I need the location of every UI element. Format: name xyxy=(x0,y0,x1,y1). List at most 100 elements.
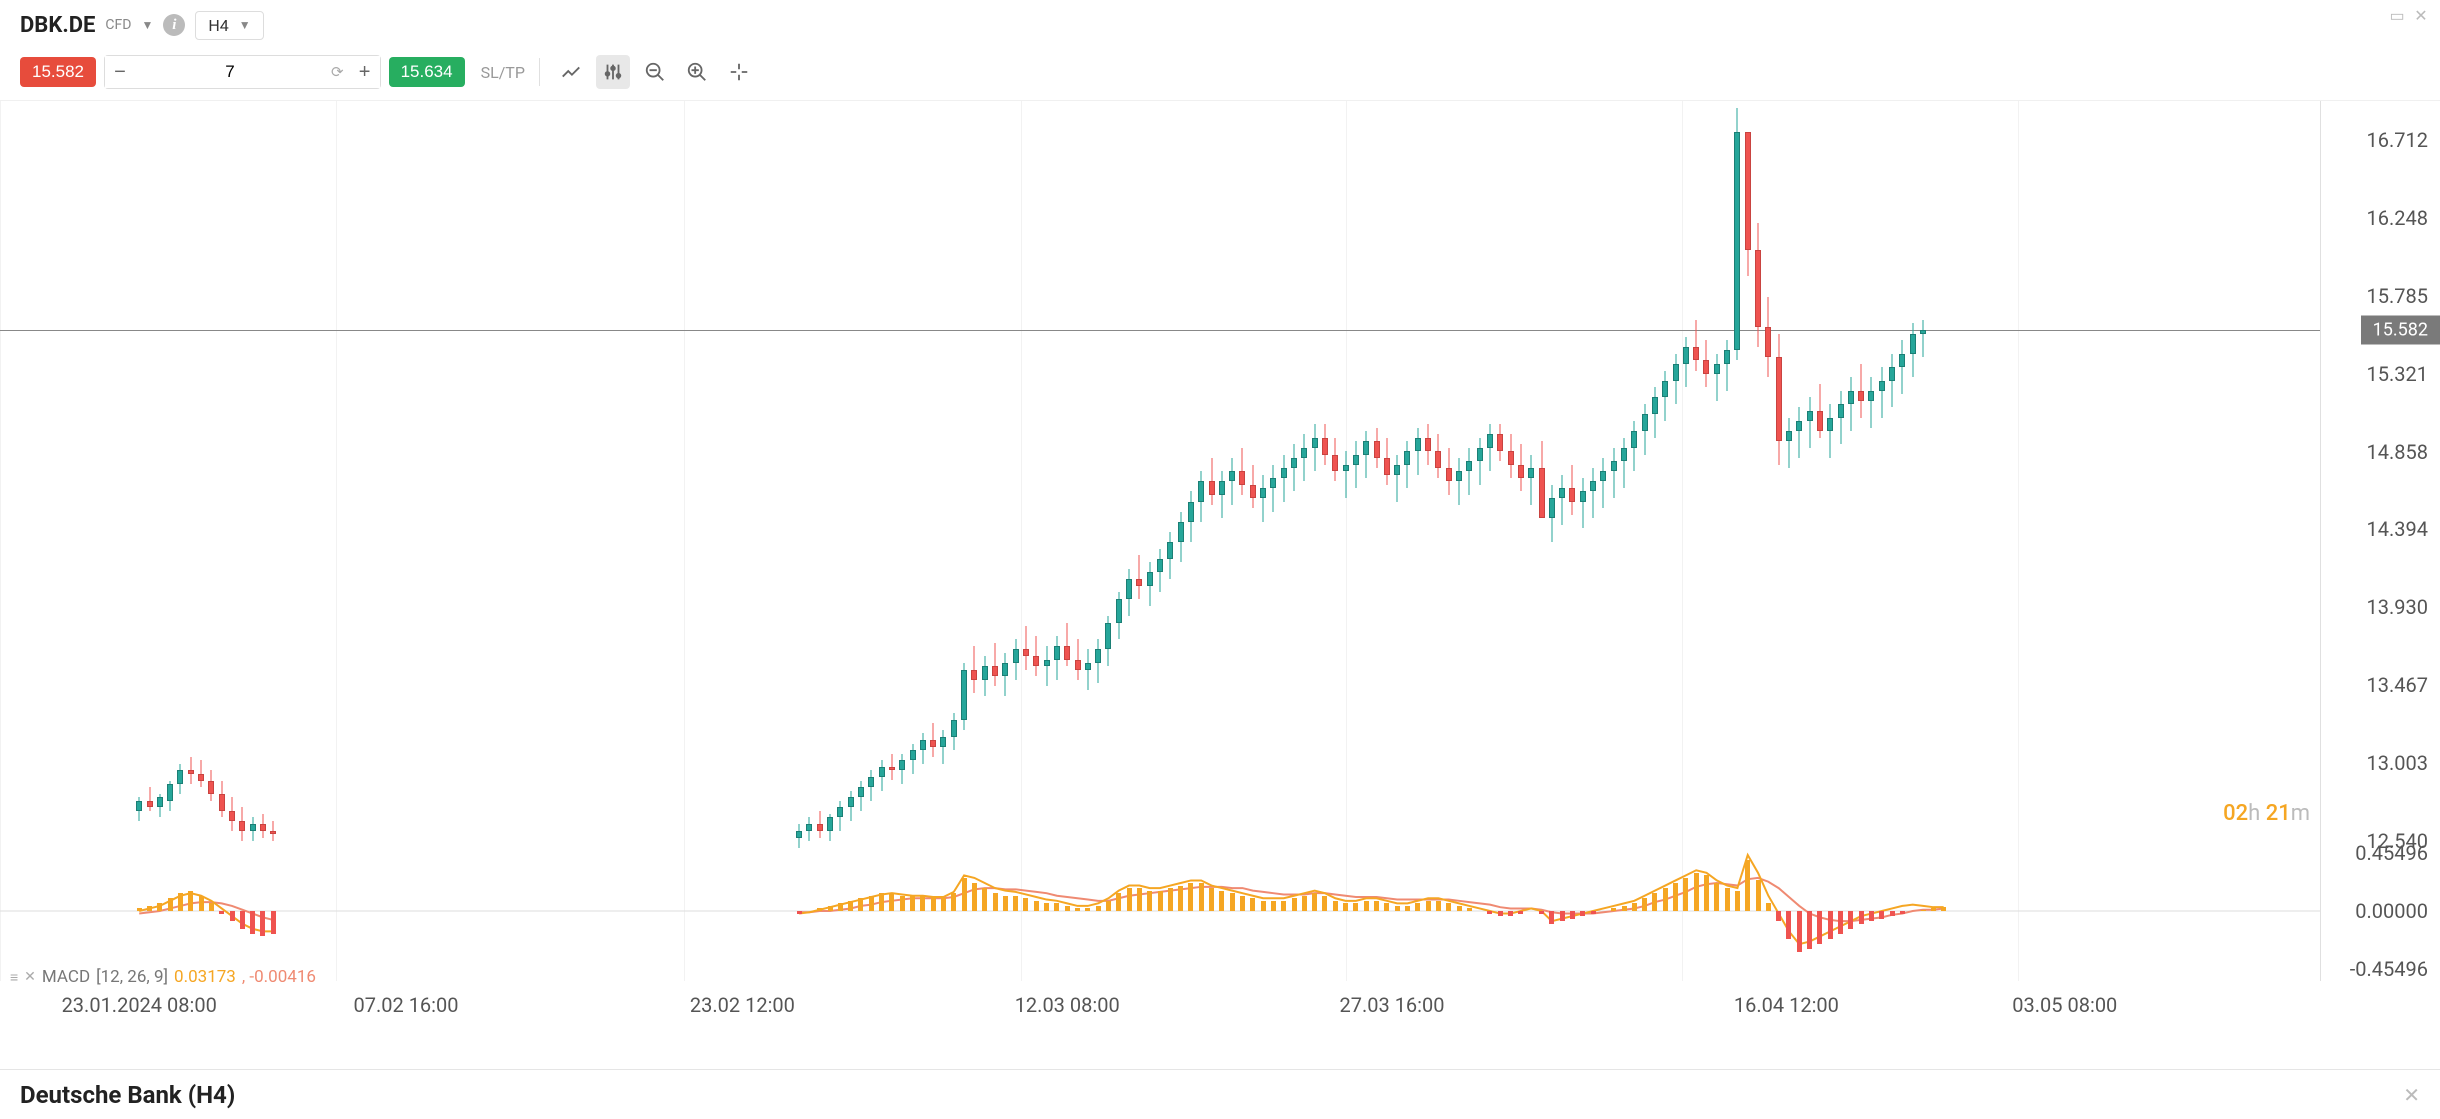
macd-hist-bar xyxy=(1663,888,1668,911)
candle xyxy=(198,760,204,787)
time-axis-label: 23.01.2024 08:00 xyxy=(62,993,217,1017)
candle xyxy=(1776,334,1782,465)
candle xyxy=(1549,485,1555,542)
ask-button[interactable]: 15.634 xyxy=(389,57,465,87)
macd-hist-bar xyxy=(1756,880,1761,911)
candle xyxy=(177,764,183,794)
macd-hist-bar xyxy=(1890,911,1895,916)
symbol-name[interactable]: DBK.DE xyxy=(20,13,95,38)
candle xyxy=(1301,434,1307,481)
macd-hist-bar xyxy=(1292,898,1297,911)
macd-hist-bar xyxy=(1591,911,1596,914)
macd-hist-bar xyxy=(1240,896,1245,911)
quantity-box: − ⟳ + xyxy=(104,55,381,89)
macd-axis-label: 0.00000 xyxy=(2355,899,2428,923)
candle xyxy=(1188,491,1194,541)
candle xyxy=(1425,424,1431,464)
crosshair-icon[interactable] xyxy=(722,55,756,89)
chart-container[interactable]: ≡ ✕ MACD [12, 26, 9] 0.03173 , -0.00416 … xyxy=(0,100,2440,1030)
info-icon[interactable]: i xyxy=(163,14,185,36)
candle xyxy=(910,744,916,774)
macd-hist-bar xyxy=(188,891,193,911)
macd-hist-bar xyxy=(147,906,152,911)
qty-decrement[interactable]: − xyxy=(105,56,135,88)
macd-hist-bar xyxy=(1302,896,1307,911)
candle xyxy=(1920,320,1926,357)
candle xyxy=(930,723,936,757)
macd-hist-bar xyxy=(1869,911,1874,921)
macd-hist-bar xyxy=(1776,911,1781,921)
macd-hist-bar xyxy=(1457,906,1462,911)
macd-hist-bar xyxy=(1817,911,1822,944)
price-axis-label: 13.003 xyxy=(2367,751,2428,775)
bid-button[interactable]: 15.582 xyxy=(20,57,96,87)
minimize-icon[interactable]: ▭ xyxy=(2388,6,2406,24)
macd-hist-bar xyxy=(1704,875,1709,911)
macd-hist-bar xyxy=(848,901,853,911)
macd-hist-bar xyxy=(1807,911,1812,949)
zoom-out-icon[interactable] xyxy=(638,55,672,89)
macd-hist-bar xyxy=(1745,860,1750,911)
macd-hist-bar xyxy=(1281,901,1286,911)
candle xyxy=(868,770,874,800)
candle xyxy=(1219,471,1225,518)
candle xyxy=(971,646,977,693)
candle xyxy=(889,754,895,781)
macd-hist-bar xyxy=(1333,901,1338,911)
macd-hist-bar xyxy=(920,896,925,911)
macd-hist-bar xyxy=(1343,903,1348,911)
candle xyxy=(260,814,266,838)
time-axis-label: 16.04 12:00 xyxy=(1734,993,1839,1017)
macd-hist-bar xyxy=(931,898,936,911)
quantity-input[interactable] xyxy=(135,62,325,82)
line-tool-icon[interactable] xyxy=(554,55,588,89)
candle xyxy=(1147,562,1153,606)
candle xyxy=(879,760,885,790)
candle xyxy=(992,643,998,687)
macd-hist-bar xyxy=(1642,898,1647,911)
price-pane[interactable] xyxy=(0,101,2320,841)
timeframe-select[interactable]: H4 ▼ xyxy=(195,11,263,40)
candle xyxy=(1250,465,1256,509)
macd-hist-bar xyxy=(900,896,905,911)
footer-close-icon[interactable]: ✕ xyxy=(2403,1083,2420,1107)
macd-hist-bar xyxy=(1508,911,1513,916)
symbol-dropdown-caret[interactable]: ▼ xyxy=(141,18,153,32)
close-icon[interactable]: ✕ xyxy=(2412,6,2430,24)
macd-hist-bar xyxy=(260,911,265,936)
macd-hist-bar xyxy=(1694,873,1699,911)
candle xyxy=(1508,434,1514,478)
candle xyxy=(1157,549,1163,593)
price-axis-label: 14.858 xyxy=(2367,440,2428,464)
sltp-label[interactable]: SL/TP xyxy=(481,63,525,82)
macd-hist-bar xyxy=(1261,901,1266,911)
candle xyxy=(229,797,235,831)
price-axis-label: 13.467 xyxy=(2367,673,2428,697)
candle xyxy=(1343,451,1349,498)
candle xyxy=(1013,639,1019,679)
macd-lines-svg xyxy=(0,841,2320,981)
macd-hist-bar xyxy=(1312,893,1317,911)
candle xyxy=(1673,354,1679,404)
candle xyxy=(1229,458,1235,505)
macd-hist-bar xyxy=(199,896,204,911)
qty-increment[interactable]: + xyxy=(350,56,380,88)
macd-hist-bar xyxy=(941,898,946,911)
macd-hist-bar xyxy=(1116,893,1121,911)
price-y-axis[interactable]: 16.71216.24815.78515.32114.85814.39413.9… xyxy=(2320,101,2440,981)
macd-hist-bar xyxy=(879,893,884,911)
macd-hist-bar xyxy=(1137,888,1142,911)
macd-pane[interactable] xyxy=(0,841,2320,981)
zoom-in-icon[interactable] xyxy=(680,55,714,89)
candle xyxy=(219,781,225,818)
candle xyxy=(1827,404,1833,458)
indicators-icon[interactable] xyxy=(596,55,630,89)
time-x-axis[interactable]: 23.01.2024 08:0007.02 16:0023.02 12:0012… xyxy=(0,981,2320,1031)
macd-hist-bar xyxy=(1405,906,1410,911)
candle xyxy=(1868,377,1874,427)
candle xyxy=(1023,626,1029,670)
macd-hist-bar xyxy=(1828,911,1833,939)
cycle-icon[interactable]: ⟳ xyxy=(325,63,350,81)
price-axis-label: 13.930 xyxy=(2367,595,2428,619)
toolbar-divider xyxy=(539,58,540,86)
